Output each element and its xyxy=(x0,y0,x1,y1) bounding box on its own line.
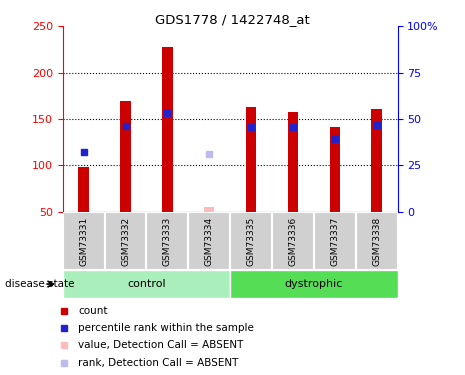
Bar xyxy=(272,212,314,270)
Text: GSM73335: GSM73335 xyxy=(246,216,256,266)
Bar xyxy=(204,207,214,212)
Text: disease state: disease state xyxy=(5,279,74,289)
Text: control: control xyxy=(127,279,166,289)
Bar xyxy=(146,212,188,270)
Text: GSM73334: GSM73334 xyxy=(205,216,214,266)
Text: GSM73332: GSM73332 xyxy=(121,216,130,266)
Text: GSM73337: GSM73337 xyxy=(330,216,339,266)
Bar xyxy=(188,212,230,270)
Bar xyxy=(356,212,398,270)
Bar xyxy=(330,128,340,212)
Text: GDS1778 / 1422748_at: GDS1778 / 1422748_at xyxy=(155,13,310,26)
Bar xyxy=(314,212,356,270)
Bar xyxy=(63,270,230,298)
Bar xyxy=(63,212,105,270)
Text: GSM73331: GSM73331 xyxy=(79,216,88,266)
Bar xyxy=(288,112,298,212)
Bar xyxy=(120,100,131,212)
Text: percentile rank within the sample: percentile rank within the sample xyxy=(78,323,254,333)
Bar xyxy=(230,212,272,270)
Bar xyxy=(246,107,256,212)
Bar xyxy=(79,167,89,212)
Bar xyxy=(372,109,382,212)
Text: GSM73338: GSM73338 xyxy=(372,216,381,266)
Text: GSM73333: GSM73333 xyxy=(163,216,172,266)
Text: dystrophic: dystrophic xyxy=(285,279,343,289)
Bar xyxy=(230,270,398,298)
Text: GSM73336: GSM73336 xyxy=(288,216,298,266)
Bar xyxy=(162,46,173,212)
Text: value, Detection Call = ABSENT: value, Detection Call = ABSENT xyxy=(78,340,244,350)
Text: count: count xyxy=(78,306,108,315)
Bar xyxy=(105,212,146,270)
Text: rank, Detection Call = ABSENT: rank, Detection Call = ABSENT xyxy=(78,358,239,368)
